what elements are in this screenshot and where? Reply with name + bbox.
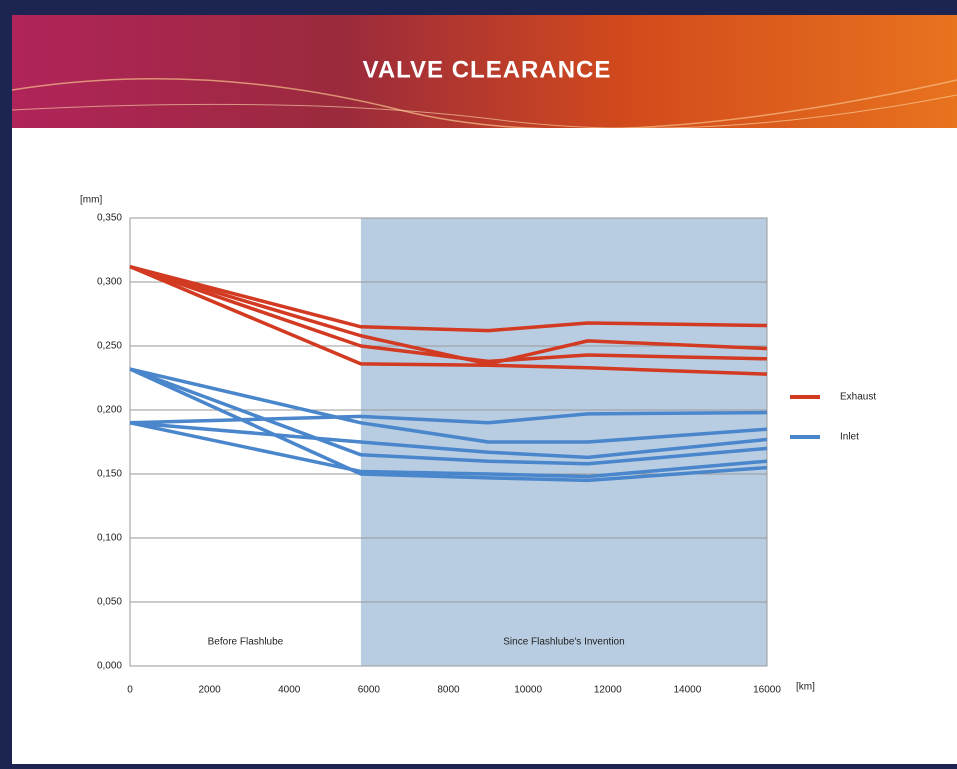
legend-label: Inlet	[840, 432, 859, 443]
x-tick-label: 0	[127, 685, 133, 696]
y-tick-label: 0,000	[97, 661, 122, 672]
x-tick-label: 12000	[594, 685, 622, 696]
y-tick-label: 0,300	[97, 277, 122, 288]
x-tick-label: 10000	[514, 685, 542, 696]
y-tick-label: 0,150	[97, 469, 122, 480]
y-axis-label: [mm]	[80, 195, 102, 206]
x-tick-label: 14000	[673, 685, 701, 696]
chart: VALVE CLEARANCE Before Flashlube Since Fl…	[0, 0, 957, 764]
y-tick-label: 0,050	[97, 597, 122, 608]
page: {"chart_data": {"type": "line", "title":…	[0, 0, 957, 764]
chart-title: VALVE CLEARANCE	[363, 56, 612, 83]
x-axis-label: [km]	[796, 682, 815, 693]
x-tick-label: 16000	[753, 685, 781, 696]
region-label: Before Flashlube	[208, 637, 284, 648]
region-label: Since Flashlube's Invention	[503, 637, 624, 648]
x-tick-label: 8000	[437, 685, 460, 696]
y-tick-label: 0,100	[97, 533, 122, 544]
legend-label: Exhaust	[840, 392, 876, 403]
y-tick-label: 0,200	[97, 405, 122, 416]
y-tick-label: 0,350	[97, 213, 122, 224]
x-tick-label: 2000	[199, 685, 222, 696]
x-tick-label: 6000	[358, 685, 381, 696]
y-tick-label: 0,250	[97, 341, 122, 352]
x-tick-label: 4000	[278, 685, 301, 696]
